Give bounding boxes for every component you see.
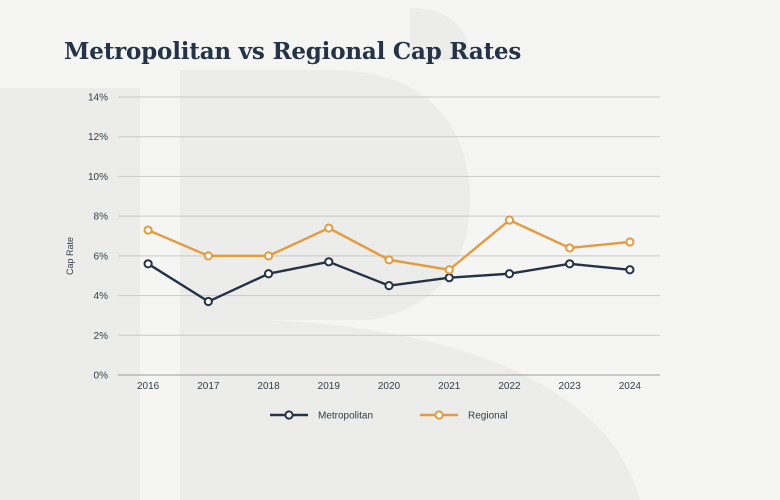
legend-swatch-marker (284, 410, 294, 420)
y-tick-label: 8% (94, 212, 109, 223)
regional-point (263, 251, 274, 261)
legend: Metropolitan Regional (270, 410, 507, 422)
regional-point (565, 243, 575, 253)
legend-label: Metropolitan (318, 411, 373, 422)
x-tick-label: 2024 (619, 381, 642, 392)
metropolitan-point (565, 259, 575, 269)
x-tick-label: 2016 (137, 381, 160, 392)
legend-swatch-marker (434, 410, 444, 420)
x-tick-label: 2023 (559, 381, 582, 392)
y-tick-label: 4% (94, 291, 109, 302)
metropolitan-point (384, 281, 394, 291)
regional-point (384, 255, 394, 265)
x-axis-ticks: 2016 2017 2018 2019 2020 2021 2022 2023 2024 (137, 381, 641, 392)
legend-item-metropolitan: Metropolitan (270, 410, 373, 422)
metropolitan-point (324, 257, 334, 267)
y-tick-label: 12% (88, 132, 108, 143)
regional-point (324, 223, 334, 233)
series-regional (143, 215, 635, 275)
metropolitan-point (444, 273, 454, 283)
regional-point (504, 215, 515, 225)
y-tick-label: 10% (88, 172, 108, 183)
chart-title: Metropolitan vs Regional Cap Rates (64, 38, 522, 65)
series-lines (143, 215, 635, 307)
x-tick-label: 2021 (438, 381, 461, 392)
legend-item-regional: Regional (420, 410, 507, 422)
metropolitan-point (263, 269, 274, 279)
y-tick-label: 14% (88, 93, 108, 104)
y-tick-label: 0% (94, 371, 109, 382)
legend-label: Regional (468, 411, 507, 422)
y-tick-label: 6% (94, 251, 109, 262)
y-axis-title: Cap Rate (65, 237, 75, 275)
regional-point (625, 237, 635, 247)
x-tick-label: 2019 (318, 381, 341, 392)
x-tick-label: 2020 (378, 381, 401, 392)
x-tick-label: 2018 (257, 381, 280, 392)
y-axis-ticks: 0% 2% 4% 6% 8% 10% 12% 14% (88, 93, 108, 382)
x-tick-label: 2017 (197, 381, 220, 392)
series-metropolitan (143, 257, 635, 307)
x-tick-label: 2022 (498, 381, 521, 392)
regional-point (444, 265, 454, 275)
metropolitan-point (143, 259, 153, 269)
metropolitan-point (625, 265, 635, 275)
y-tick-label: 2% (94, 331, 109, 342)
regional-point (143, 225, 153, 235)
metropolitan-point (504, 269, 515, 279)
metropolitan-point (203, 296, 213, 307)
regional-point (203, 251, 213, 261)
grid-lines (118, 96, 660, 376)
